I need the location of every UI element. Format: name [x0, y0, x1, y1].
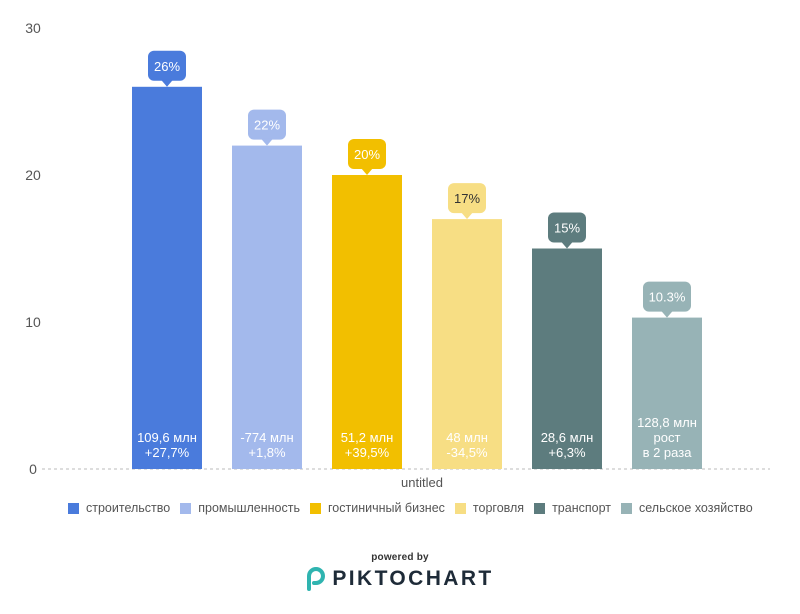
bar-annotation: +39,5%: [345, 445, 390, 460]
value-label: 20%: [354, 147, 380, 162]
bar: [432, 219, 502, 469]
footer: powered by PIKTOCHART: [0, 552, 800, 591]
value-callout-pointer: [361, 168, 373, 175]
bar-annotation: 48 млн: [446, 430, 488, 445]
bar-annotation: 109,6 млн: [137, 430, 197, 445]
bar-annotation: +6,3%: [548, 445, 586, 460]
bar: [632, 317, 702, 469]
value-label: 26%: [154, 59, 180, 74]
y-tick-label: 0: [29, 461, 37, 477]
legend-label: гостиничный бизнес: [328, 501, 445, 515]
legend-label: сельское хозяйство: [638, 501, 753, 515]
bar: [532, 248, 602, 469]
bar-annotation: 28,6 млн: [541, 430, 594, 445]
legend-swatch: [180, 502, 192, 514]
bar: [232, 145, 302, 469]
bar: [332, 175, 402, 469]
legend-label: торговля: [472, 501, 525, 515]
legend-item: гостиничный бизнес: [310, 501, 445, 515]
legend-item: промышленность: [180, 501, 300, 515]
legend-label: строительство: [86, 501, 171, 515]
y-tick-label: 10: [25, 314, 41, 330]
piktochart-icon: [307, 567, 326, 591]
brand-name: PIKTOCHART: [332, 567, 494, 590]
value-callout: [643, 281, 691, 312]
value-callout-pointer: [161, 79, 173, 87]
value-label: 17%: [454, 191, 480, 206]
legend-item: строительство: [68, 501, 170, 515]
legend-label: транспорт: [552, 501, 611, 515]
legend-swatch: [310, 502, 321, 514]
bar-annotation: -34,5%: [446, 445, 488, 460]
legend-item: сельское хозяйство: [620, 501, 753, 515]
value-label: 10.3%: [649, 290, 686, 305]
x-axis-label: untitled: [401, 475, 443, 490]
value-callout-pointer: [561, 241, 573, 249]
legend-label: промышленность: [198, 501, 300, 515]
legend-item: транспорт: [534, 501, 611, 515]
value-label: 22%: [254, 118, 280, 133]
y-tick-label: 20: [25, 167, 41, 183]
piktochart-logo[interactable]: PIKTOCHART: [0, 567, 800, 591]
value-callout: [148, 50, 186, 81]
bar: [132, 86, 202, 470]
legend-swatch: [620, 502, 632, 514]
bar-annotation: +27,7%: [145, 445, 190, 460]
bar-annotation: 51,2 млн: [341, 430, 394, 445]
value-callout-pointer: [661, 310, 673, 318]
bar-chart: 0 10 20 30 26% 109,6 млн+27,7% 22% -774 млн+1,8…: [25, 20, 770, 490]
bar-annotation: +1,8%: [248, 445, 286, 460]
value-callout-pointer: [261, 138, 273, 146]
y-tick-label: 30: [25, 20, 41, 36]
legend-item: торговля: [454, 501, 525, 515]
bar-annotation: -774 млн: [240, 430, 293, 445]
value-callout: [348, 139, 386, 169]
value-callout: [448, 183, 486, 214]
bar-annotation: в 2 раза: [643, 445, 693, 460]
bar-annotation: рост: [654, 430, 681, 445]
value-callout-pointer: [461, 212, 473, 220]
legend-swatch: [68, 502, 79, 514]
value-label: 15%: [554, 221, 580, 236]
value-callout: [548, 212, 586, 243]
legend-swatch: [534, 502, 546, 514]
value-callout: [248, 109, 286, 140]
chart-legend: строительство промышленность гостиничный б…: [68, 501, 763, 515]
powered-by-text: powered by: [371, 552, 429, 563]
bar-annotation: 128,8 млн: [637, 415, 697, 430]
legend-swatch: [454, 502, 466, 514]
